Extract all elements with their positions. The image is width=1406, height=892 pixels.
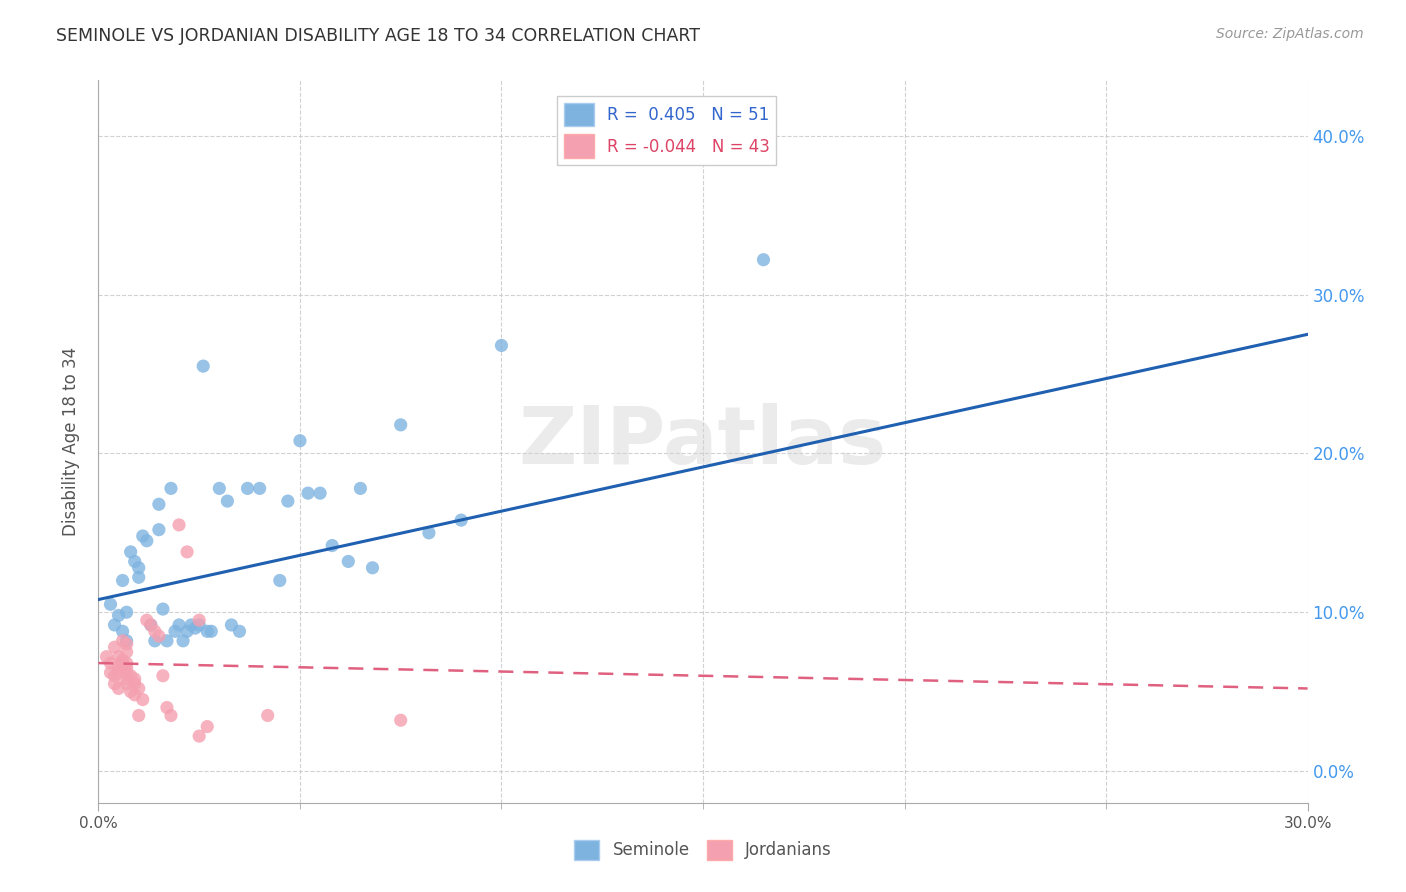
Text: ZIPatlas: ZIPatlas (519, 402, 887, 481)
Point (180, 618, 202, 632)
Point (128, 681, 150, 696)
Point (172, 633, 194, 648)
Point (200, 624, 222, 639)
Point (115, 661, 138, 675)
Point (100, 597, 122, 611)
Point (111, 653, 134, 667)
Point (111, 574, 134, 588)
Point (288, 434, 311, 448)
Point (217, 494, 239, 508)
Point (176, 624, 198, 639)
Point (115, 672, 138, 686)
Point (135, 533, 157, 548)
Point (277, 494, 299, 508)
Point (124, 676, 146, 690)
Point (107, 661, 129, 675)
Point (107, 665, 129, 680)
Point (167, 618, 190, 632)
Point (163, 624, 186, 639)
Point (103, 669, 125, 683)
Point (672, 148, 695, 162)
Point (135, 613, 157, 627)
Point (115, 633, 138, 648)
Text: SEMINOLE VS JORDANIAN DISABILITY AGE 18 TO 34 CORRELATION CHART: SEMINOLE VS JORDANIAN DISABILITY AGE 18 … (56, 27, 700, 45)
Point (188, 613, 211, 627)
Point (148, 497, 170, 511)
Point (297, 486, 319, 500)
Point (107, 649, 129, 664)
Point (115, 637, 138, 651)
Y-axis label: Disability Age 18 to 34: Disability Age 18 to 34 (62, 347, 80, 536)
Point (143, 633, 166, 648)
Point (256, 708, 278, 723)
Point (208, 482, 231, 496)
Point (160, 482, 183, 496)
Point (100, 665, 122, 680)
Point (752, 252, 775, 267)
Point (321, 539, 343, 553)
Point (120, 669, 142, 683)
Point (221, 618, 243, 632)
Point (128, 570, 150, 584)
Point (160, 708, 183, 723)
Point (148, 523, 170, 537)
Point (128, 708, 150, 723)
Point (111, 656, 134, 670)
Point (450, 513, 472, 527)
Point (418, 525, 440, 540)
Point (124, 672, 146, 686)
Point (115, 665, 138, 680)
Point (139, 618, 162, 632)
Point (148, 629, 170, 643)
Point (103, 676, 125, 690)
Point (249, 482, 271, 496)
Point (115, 656, 138, 670)
Point (156, 633, 179, 648)
Point (120, 684, 142, 698)
Point (167, 517, 190, 532)
Point (389, 417, 412, 432)
Point (111, 633, 134, 648)
Point (176, 545, 198, 559)
Point (128, 561, 150, 575)
Point (152, 669, 174, 683)
Point (269, 574, 291, 588)
Point (139, 618, 162, 632)
Point (115, 605, 138, 619)
Point (193, 359, 215, 373)
Point (103, 618, 125, 632)
Point (100, 656, 122, 670)
Point (156, 700, 179, 714)
Point (132, 692, 155, 706)
Point (361, 561, 384, 575)
Point (115, 676, 138, 690)
Point (120, 545, 142, 559)
Point (349, 482, 371, 496)
Point (188, 729, 211, 743)
Legend: Seminole, Jordanians: Seminole, Jordanians (568, 833, 838, 867)
Point (195, 624, 218, 639)
Point (491, 338, 513, 352)
Point (152, 602, 174, 616)
Point (337, 554, 360, 568)
Text: Source: ZipAtlas.com: Source: ZipAtlas.com (1216, 27, 1364, 41)
Point (107, 681, 129, 696)
Point (389, 713, 412, 727)
Point (195, 720, 218, 734)
Point (103, 640, 125, 655)
Point (184, 621, 207, 635)
Point (124, 554, 146, 568)
Point (96, 649, 118, 664)
Point (188, 618, 211, 632)
Point (124, 688, 146, 702)
Point (236, 482, 259, 496)
Point (111, 661, 134, 675)
Point (228, 624, 250, 639)
Point (309, 486, 332, 500)
Point (107, 608, 129, 623)
Point (111, 624, 134, 639)
Point (115, 645, 138, 659)
Point (132, 529, 155, 543)
Point (143, 624, 166, 639)
